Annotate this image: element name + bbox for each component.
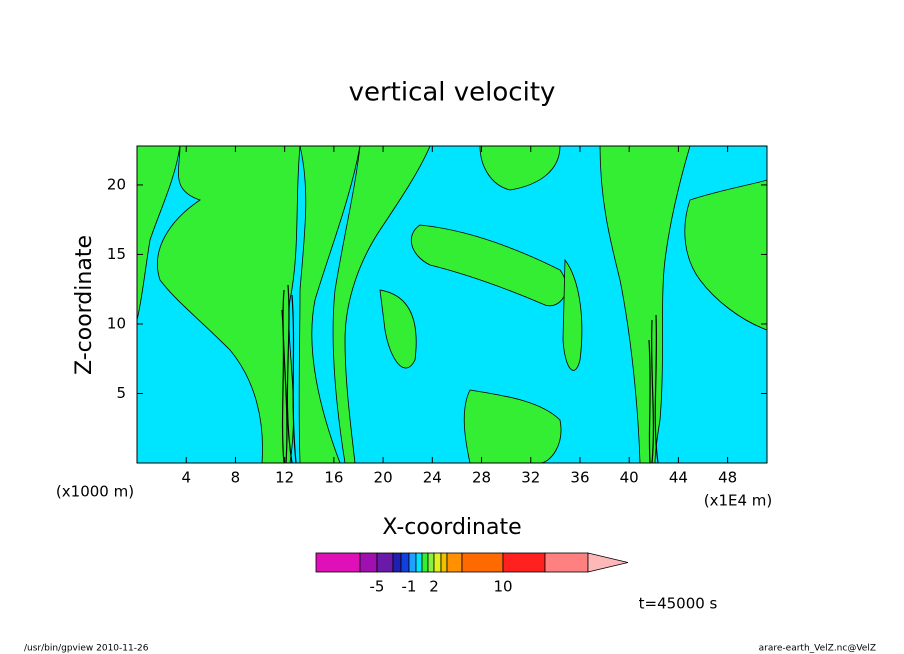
x-tick-label: 20 bbox=[374, 469, 393, 487]
colorbar-segment bbox=[461, 552, 504, 573]
colorbar-segment bbox=[446, 552, 463, 573]
x-tick-label: 24 bbox=[423, 469, 442, 487]
x-tick-label: 8 bbox=[231, 469, 241, 487]
colorbar-segment bbox=[415, 552, 423, 573]
x-tick-label: 36 bbox=[570, 469, 589, 487]
colorbar-segment bbox=[544, 552, 589, 573]
colorbar-segment bbox=[400, 552, 410, 573]
y-tick-label: 15 bbox=[107, 245, 126, 263]
colorbar-segment bbox=[359, 552, 378, 573]
colorbar-segment bbox=[392, 552, 402, 573]
colorbar-segment bbox=[427, 552, 435, 573]
chart-title: vertical velocity bbox=[349, 78, 556, 108]
x-axis-unit: (x1E4 m) bbox=[704, 492, 773, 510]
footer-left: /usr/bin/gpview 2010-11-26 bbox=[24, 644, 149, 654]
x-tick-label: 4 bbox=[181, 469, 191, 487]
colorbar-segment bbox=[440, 552, 448, 573]
colorbar-tick-label: 2 bbox=[429, 578, 439, 596]
x-tick-label: 44 bbox=[669, 469, 688, 487]
colorbar-segment bbox=[315, 552, 361, 573]
y-tick-label: 5 bbox=[116, 384, 126, 402]
y-tick-label: 10 bbox=[107, 314, 126, 332]
colorbar-tick-label: -1 bbox=[402, 578, 417, 596]
contour-field bbox=[137, 146, 767, 463]
x-tick-label: 12 bbox=[275, 469, 294, 487]
colorbar-segment bbox=[433, 552, 442, 573]
footer-right: arare-earth_VelZ.nc@VelZ bbox=[759, 644, 876, 654]
x-tick-label: 28 bbox=[472, 469, 491, 487]
colorbar-tick-label: 10 bbox=[493, 578, 512, 596]
y-axis-unit: (x1000 m) bbox=[56, 483, 134, 501]
y-axis-label: Z-coordinate bbox=[72, 235, 97, 375]
contour-dense bbox=[281, 284, 659, 463]
colorbar-segment bbox=[376, 552, 394, 573]
y-tick-label: 20 bbox=[107, 175, 126, 193]
x-tick-label: 48 bbox=[718, 469, 737, 487]
plot-area bbox=[136, 145, 768, 464]
colorbar-extension bbox=[587, 552, 629, 573]
plot-frame bbox=[136, 145, 768, 464]
x-tick-label: 40 bbox=[620, 469, 639, 487]
time-label: t=45000 s bbox=[639, 595, 718, 613]
colorbar-tick-label: -5 bbox=[370, 578, 385, 596]
colorbar-segment bbox=[502, 552, 546, 573]
colorbar-segment bbox=[421, 552, 429, 573]
x-tick-label: 16 bbox=[324, 469, 343, 487]
colorbar-segment bbox=[408, 552, 417, 573]
x-axis-label: X-coordinate bbox=[382, 515, 521, 540]
x-tick-label: 32 bbox=[521, 469, 540, 487]
